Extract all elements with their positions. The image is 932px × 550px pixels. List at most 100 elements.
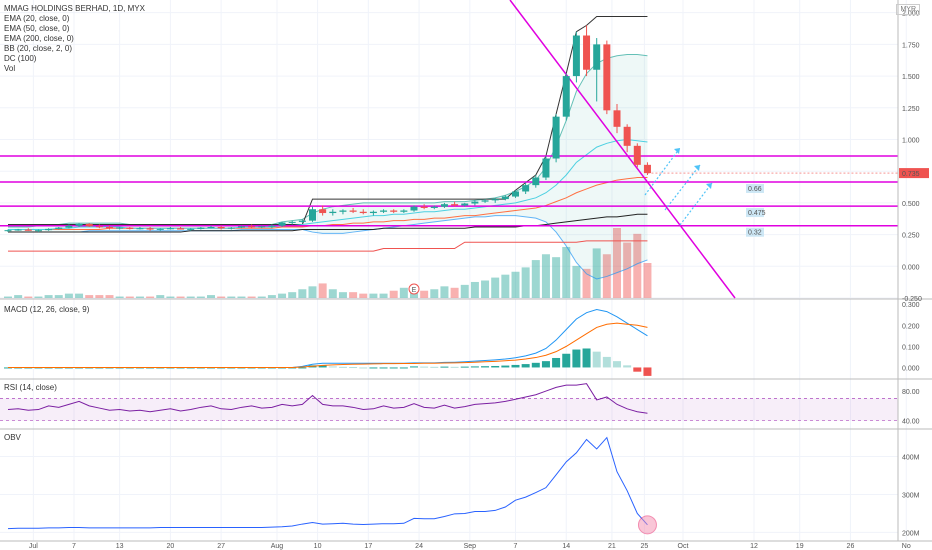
volume-bar <box>24 296 33 298</box>
x-tick-label: 14 <box>562 543 570 550</box>
x-tick-label: 26 <box>847 543 855 550</box>
rsi-label: RSI (14, close) <box>4 383 57 392</box>
projection-arrow <box>644 147 681 196</box>
volume-bar <box>308 286 317 298</box>
candle-body <box>440 204 448 207</box>
macd-histogram-bar <box>541 361 550 368</box>
volume-bar <box>288 292 297 298</box>
candle-body <box>451 204 459 206</box>
macd-histogram-bar <box>643 367 652 376</box>
macd-y-tick-label: 0.100 <box>902 344 920 351</box>
candle-body <box>613 110 621 127</box>
candle-body <box>197 227 205 229</box>
volume-bar <box>369 293 378 298</box>
candle-body <box>532 177 540 186</box>
candle-body <box>542 158 550 178</box>
candle-body <box>268 225 276 227</box>
bb-lower-line <box>8 215 648 280</box>
candle-body <box>491 199 499 201</box>
volume-bar <box>643 263 652 298</box>
x-tick-label: 25 <box>641 543 649 550</box>
volume-bar <box>267 295 276 298</box>
candle-body <box>55 227 63 229</box>
volume-bar <box>186 296 195 298</box>
candle-body <box>400 210 408 212</box>
candle-body <box>593 44 601 70</box>
volume-bar <box>501 274 510 298</box>
macd-histogram-bar <box>399 367 408 369</box>
candle-body <box>349 210 357 212</box>
candle-body <box>126 227 134 229</box>
legend-item-dc: DC (100) <box>4 54 37 63</box>
earnings-marker-label: E <box>412 287 417 294</box>
macd-histogram-bar <box>379 367 388 369</box>
legend-item-vol: Vol <box>4 64 16 73</box>
macd-histogram-bar <box>613 361 621 368</box>
x-tick-label: 7 <box>72 543 76 550</box>
x-tick-label: 21 <box>608 543 616 550</box>
candle-body <box>258 226 266 228</box>
macd-label: MACD (12, 26, close, 9) <box>4 305 90 314</box>
volume-bar <box>592 248 601 298</box>
macd-pane <box>4 308 652 376</box>
macd-line <box>8 308 648 368</box>
candle-body <box>522 185 530 192</box>
macd-histogram-bar <box>582 348 591 368</box>
candle-body <box>572 35 580 77</box>
currency-label[interactable]: MYR <box>896 4 920 15</box>
candle-body <box>583 35 591 70</box>
x-tick-label: 13 <box>116 543 124 550</box>
bb-band-fill <box>8 54 648 279</box>
trendline-diagonal <box>509 0 736 299</box>
obv-label: OBV <box>4 433 21 442</box>
level-label: 0.32 <box>748 230 762 237</box>
candle-body <box>65 225 73 228</box>
candle-body <box>329 211 337 214</box>
projection-arrowhead <box>706 183 712 189</box>
volume-bar <box>125 296 134 298</box>
obv-line <box>7 436 648 530</box>
volume-bar <box>572 265 581 298</box>
candle-body <box>339 210 347 212</box>
volume-bar <box>85 295 94 298</box>
x-tick-label: 27 <box>217 543 225 550</box>
earnings-marker <box>408 283 420 295</box>
volume-bar <box>440 286 449 298</box>
x-tick-label: 10 <box>314 543 322 550</box>
candle-body <box>85 223 93 227</box>
macd-histogram-bar <box>430 366 439 368</box>
volume-bar <box>115 296 124 298</box>
macd-histogram-bar <box>349 367 358 369</box>
volume-bar <box>633 233 642 298</box>
candle-body <box>512 191 519 197</box>
candle-body <box>461 203 469 206</box>
obv-y-tick-label: 300M <box>902 492 920 499</box>
rsi-band <box>0 398 898 421</box>
macd-histogram-bar <box>298 367 307 369</box>
rsi-pane <box>0 383 898 421</box>
candle-body <box>106 226 113 229</box>
main-pane: 0.66 0.475 0.32 E <box>0 0 898 299</box>
volume-bar <box>389 290 398 298</box>
y-tick-label: 0.500 <box>902 201 920 208</box>
legend-item-ema20: EMA (20, close, 0) <box>4 14 70 23</box>
volume-bar <box>430 289 439 298</box>
candle-body <box>207 226 215 228</box>
volume-bar <box>420 290 429 298</box>
x-tick-label: Aug <box>271 543 284 550</box>
candle-body <box>177 228 185 230</box>
bb-upper-line <box>8 54 648 228</box>
candle-body <box>552 116 560 159</box>
candle-body <box>430 206 438 208</box>
candle-body <box>45 228 53 231</box>
volume-bar <box>95 295 104 298</box>
macd-histogram-bar <box>531 362 540 368</box>
macd-histogram-bar <box>328 366 337 368</box>
volume-bar <box>207 295 215 298</box>
projection-arrowhead <box>674 148 680 154</box>
volume-bar <box>298 289 307 298</box>
volume-bar <box>541 254 550 298</box>
volume-bar <box>166 296 175 298</box>
candle-body <box>14 229 22 231</box>
